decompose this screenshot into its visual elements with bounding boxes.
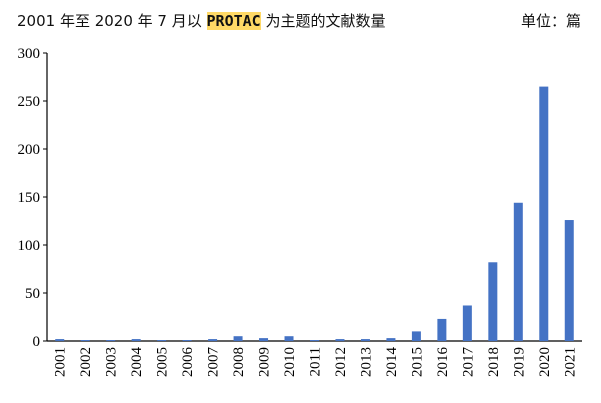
x-tick-label: 2019: [511, 347, 527, 377]
x-tick-label: 2020: [537, 347, 553, 377]
bar: [386, 338, 396, 341]
bar: [335, 339, 345, 341]
bar: [513, 202, 523, 341]
bar: [488, 262, 498, 341]
title-highlight: PROTAC: [206, 12, 261, 30]
x-tick-label: 2006: [180, 347, 196, 378]
bar: [55, 339, 65, 341]
x-tick-label: 2021: [562, 347, 578, 377]
bar: [80, 340, 90, 341]
bar: [233, 336, 243, 341]
x-tick-label: 2011: [308, 347, 324, 376]
bar: [106, 340, 116, 341]
y-tick-label: 300: [18, 46, 41, 62]
x-tick-label: 2017: [460, 347, 476, 378]
bar: [182, 340, 192, 341]
x-tick-label: 2015: [409, 347, 425, 377]
bar: [411, 331, 421, 341]
bar: [360, 339, 370, 341]
x-tick-label: 2002: [78, 347, 94, 377]
x-tick-label: 2010: [282, 347, 298, 377]
bar: [539, 86, 549, 341]
x-tick-label: 2008: [231, 347, 247, 377]
title-pre: 2001 年至 2020 年 7 月以: [17, 12, 207, 30]
x-tick-label: 2018: [486, 347, 502, 377]
bar: [437, 318, 447, 341]
unit-label: 单位：篇: [520, 12, 581, 30]
x-tick-label: 2005: [155, 347, 171, 377]
x-tick-label: 2013: [358, 347, 374, 377]
x-tick-label: 2003: [104, 347, 120, 377]
bar: [462, 305, 472, 341]
y-tick-label: 0: [33, 334, 41, 350]
bar: [310, 340, 319, 341]
bar: [208, 339, 218, 341]
bar: [131, 339, 141, 341]
bar: [259, 338, 269, 341]
y-tick-label: 50: [25, 286, 40, 302]
x-tick-label: 2016: [435, 347, 451, 378]
y-tick-label: 200: [18, 142, 41, 158]
bar: [284, 336, 294, 341]
x-tick-label: 2009: [257, 347, 273, 377]
x-tick-label: 2001: [53, 347, 69, 377]
y-tick-label: 150: [18, 190, 41, 206]
x-tick-label: 2004: [129, 347, 145, 378]
title-post: 为主题的文献数量: [260, 12, 386, 30]
x-tick-label: 2007: [206, 347, 222, 378]
x-tick-label: 2012: [333, 347, 349, 377]
chart-title: 2001 年至 2020 年 7 月以 PROTAC 为主题的文献数量: [17, 10, 385, 31]
bar: [157, 340, 167, 341]
bar: [564, 220, 574, 341]
y-tick-label: 250: [18, 94, 41, 110]
x-tick-label: 2014: [384, 347, 400, 378]
y-tick-label: 100: [18, 238, 41, 254]
